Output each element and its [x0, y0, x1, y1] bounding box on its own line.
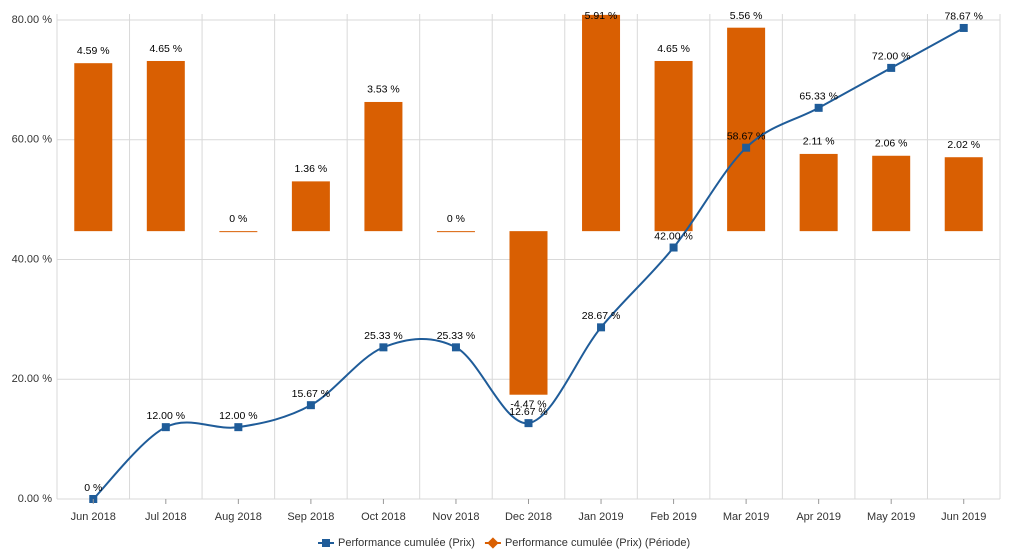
bar-value-label: 4.65 % — [657, 43, 690, 55]
bar-value-label: -4.47 % — [510, 398, 546, 410]
y-tick-label: 80.00 % — [12, 14, 53, 26]
bar — [291, 181, 330, 232]
line-marker — [379, 343, 388, 352]
bar-value-label: 5.91 % — [585, 10, 618, 22]
x-tick-label: Oct 2018 — [361, 511, 406, 523]
line-marker — [597, 323, 606, 332]
x-tick-label: Jun 2019 — [941, 511, 986, 523]
bar-value-label: 5.56 % — [730, 10, 763, 22]
line-value-label: 15.67 % — [292, 388, 331, 400]
bar — [436, 231, 475, 233]
line-value-label: 65.33 % — [799, 91, 838, 103]
line-marker — [742, 143, 751, 152]
x-tick-label: Nov 2018 — [432, 511, 479, 523]
line-value-label: 28.67 % — [582, 310, 621, 322]
x-tick-label: Jul 2018 — [145, 511, 187, 523]
x-tick-label: Apr 2019 — [796, 511, 841, 523]
bar-value-label: 2.06 % — [875, 138, 908, 150]
line-value-label: 0 % — [84, 482, 102, 494]
x-tick-label: Dec 2018 — [505, 511, 552, 523]
x-tick-label: Feb 2019 — [650, 511, 696, 523]
bar — [799, 153, 838, 232]
line-value-label: 58.67 % — [727, 130, 766, 142]
line-value-label: 12.00 % — [219, 410, 258, 422]
line-value-label: 12.67 % — [509, 406, 548, 418]
line-marker — [814, 103, 823, 112]
x-tick-label: Sep 2018 — [287, 511, 334, 523]
line-value-label: 12.00 % — [147, 410, 186, 422]
bar — [219, 231, 258, 233]
bar — [509, 231, 548, 395]
bar-value-label: 2.11 % — [803, 136, 835, 148]
y-tick-label: 40.00 % — [12, 253, 53, 265]
bar — [654, 60, 693, 232]
bar — [74, 63, 113, 232]
bar-value-label: 0 % — [229, 213, 247, 225]
bar — [582, 14, 621, 232]
legend-label: Performance cumulée (Prix) — [338, 537, 475, 549]
x-tick-label: Mar 2019 — [723, 511, 769, 523]
bars — [74, 14, 983, 395]
bar — [872, 155, 911, 232]
x-tick-label: May 2019 — [867, 511, 915, 523]
bar-value-label: 1.36 % — [295, 163, 328, 175]
y-tick-label: 0.00 % — [18, 493, 52, 505]
y-tick-label: 60.00 % — [12, 134, 53, 146]
line-marker — [451, 343, 460, 352]
grid — [56, 14, 1001, 500]
legend-marker — [487, 537, 499, 549]
line-marker — [524, 419, 533, 428]
line-value-label: 25.33 % — [364, 330, 403, 342]
line-marker — [959, 23, 968, 32]
bar-value-label: 3.53 % — [367, 84, 400, 96]
bar-value-label: 2.02 % — [947, 139, 980, 151]
line-marker — [234, 423, 243, 432]
labels: 0.00 % 20.00 % 40.00 % 60.00 % 80.00 % Jun 20… — [12, 10, 987, 549]
bar-value-label: 4.59 % — [77, 45, 110, 57]
bar — [364, 101, 403, 232]
line-value-label: 72.00 % — [872, 51, 911, 63]
bar-value-label: 0 % — [447, 213, 465, 225]
y-tick-label: 20.00 % — [12, 373, 53, 385]
line-value-label: 78.67 % — [944, 11, 983, 23]
line-marker — [887, 63, 896, 72]
bar-value-label: 4.65 % — [149, 43, 182, 55]
line-value-label: 42.00 % — [654, 230, 693, 242]
line-marker — [306, 401, 315, 410]
bar — [944, 157, 983, 232]
legend-label: Performance cumulée (Prix) (Période) — [505, 537, 690, 549]
line-value-label: 25.33 % — [437, 330, 476, 342]
x-tick-label: Aug 2018 — [215, 511, 262, 523]
x-tick-label: Jun 2018 — [71, 511, 116, 523]
line-marker — [161, 423, 170, 432]
bar — [727, 27, 766, 232]
x-tick-label: Jan 2019 — [578, 511, 623, 523]
bar — [146, 60, 185, 232]
line-marker — [669, 243, 678, 252]
legend-marker — [322, 539, 330, 547]
